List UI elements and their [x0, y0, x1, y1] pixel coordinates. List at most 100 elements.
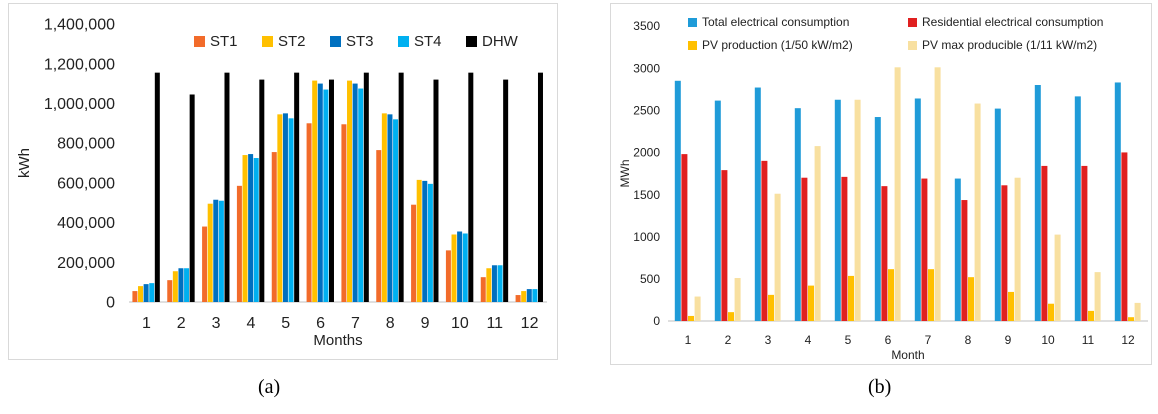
chart-b-bar-total-electrical-consumption: [794, 108, 801, 321]
chart-b-y-tick-label: 2500: [633, 103, 660, 117]
chart-b-bar-pv-max-producible-1-11-kw-m2: [1094, 272, 1101, 321]
chart-a-legend-item: DHW: [466, 33, 519, 50]
chart-a-x-tick-label: 2: [177, 315, 186, 332]
chart-a-x-tick-label: 11: [486, 315, 503, 332]
chart-b-x-tick-label: 7: [925, 333, 932, 347]
chart-b-x-tick-label: 6: [885, 333, 892, 347]
chart-b-bar-total-electrical-consumption: [1034, 85, 1041, 321]
chart-b-legend-swatch: [908, 18, 917, 27]
chart-b-bar-pv-production-1-50-kw-m2: [768, 294, 774, 321]
chart-b-y-tick-label: 2000: [633, 146, 660, 160]
chart-a-y-tick-label: 0: [106, 295, 115, 312]
chart-b-legend-item: Total electrical consumption: [688, 15, 849, 29]
chart-a-y-axis-label: kWh: [16, 148, 33, 178]
chart-b-bar-pv-production-1-50-kw-m2: [928, 269, 934, 321]
chart-a-bar-st1: [306, 123, 312, 303]
chart-b-bar-residential-electrical-consumption: [761, 160, 768, 321]
chart-b-bar-total-electrical-consumption: [954, 178, 961, 321]
chart-b-bar-pv-production-1-50-kw-m2: [888, 269, 894, 321]
chart-a-bar-st1: [445, 250, 451, 302]
chart-b-y-tick-label: 3000: [633, 61, 660, 75]
chart-b-legend-swatch: [908, 41, 917, 50]
chart-a-bar-st1: [271, 152, 277, 302]
chart-a-legend-swatch: [398, 36, 409, 47]
chart-a-legend-swatch: [466, 36, 477, 47]
chart-a-y-tick-label: 1,000,000: [44, 96, 115, 113]
chart-b-bar-pv-max-producible-1-11-kw-m2: [1134, 302, 1141, 321]
chart-a-bar-st4: [358, 88, 364, 303]
chart-a-legend-item: ST3: [330, 33, 374, 50]
chart-b-bar-pv-max-producible-1-11-kw-m2: [694, 296, 701, 321]
chart-b-x-tick-label: 4: [805, 333, 812, 347]
chart-b-bar-residential-electrical-consumption: [1041, 165, 1048, 321]
chart-b-bar-pv-production-1-50-kw-m2: [1088, 310, 1094, 321]
chart-b-bar-pv-max-producible-1-11-kw-m2: [1054, 234, 1061, 321]
chart-a-bar-st2: [486, 268, 492, 302]
chart-a-bar-st4: [323, 89, 329, 303]
chart-a-bar-st3: [317, 83, 323, 302]
chart-a-y-tick-label: 800,000: [57, 136, 115, 153]
chart-a-bar-st4: [532, 289, 538, 302]
chart-a-bar-st1: [376, 150, 382, 302]
chart-b-bar-pv-max-producible-1-11-kw-m2: [974, 103, 981, 322]
chart-b-legend-label: PV production (1/50 kW/m2): [702, 38, 853, 52]
chart-a-bar-st1: [202, 226, 208, 302]
chart-b-bar-pv-production-1-50-kw-m2: [968, 277, 974, 321]
chart-a-bar-dhw: [468, 72, 474, 303]
chart-a-legend-label: ST3: [346, 33, 374, 50]
chart-b-x-tick-label: 11: [1082, 333, 1095, 347]
chart-b-bar-total-electrical-consumption: [1074, 96, 1081, 321]
chart-b-bar-pv-max-producible-1-11-kw-m2: [894, 67, 901, 321]
chart-a-y-tick-label: 600,000: [57, 175, 115, 192]
chart-a-bar-dhw: [154, 72, 160, 303]
chart-a-bar-st3: [178, 268, 184, 302]
chart-b-x-tick-label: 10: [1041, 333, 1055, 347]
chart-a-bar-st1: [132, 291, 138, 302]
chart-a-bar-dhw: [294, 72, 300, 303]
chart-b-y-tick-label: 0: [653, 314, 660, 328]
chart-b-x-axis-label: Month: [891, 348, 924, 362]
chart-a-bar-st2: [347, 80, 353, 302]
chart-b-legend-item: PV production (1/50 kW/m2): [688, 38, 853, 52]
chart-a-bar-st3: [352, 83, 358, 302]
chart-a-legend-label: DHW: [482, 33, 519, 50]
chart-a-x-tick-label: 5: [281, 315, 290, 332]
chart-a-bar-st3: [387, 114, 393, 302]
chart-a-x-tick-label: 9: [421, 315, 430, 332]
chart-b-bar-pv-max-producible-1-11-kw-m2: [854, 99, 861, 321]
chart-b-bar-total-electrical-consumption: [1114, 82, 1121, 321]
chart-a-legend-item: ST1: [194, 33, 238, 50]
chart-b-x-tick-label: 8: [965, 333, 972, 347]
chart-a-bar-dhw: [224, 72, 230, 303]
chart-b-bar-total-electrical-consumption: [914, 98, 921, 321]
chart-a-x-tick-label: 6: [316, 315, 325, 332]
chart-b-bar-residential-electrical-consumption: [881, 186, 888, 321]
chart-a-bar-st4: [462, 233, 468, 302]
chart-a-x-tick-label: 4: [246, 315, 255, 332]
chart-a-bar-st3: [248, 154, 254, 302]
chart-b-panel: 0 500 1000 1500 2000 2500 3000 3500 1 2 3 4 5 6 7 8 9 10 1…: [610, 3, 1152, 365]
chart-a-bar-dhw: [433, 79, 439, 302]
chart-a-x-tick-label: 8: [386, 315, 395, 332]
chart-b-y-axis-label: MWh: [618, 160, 632, 188]
chart-a-bar-st3: [491, 265, 497, 302]
chart-a-bar-dhw: [363, 72, 369, 303]
chart-b-bar-residential-electrical-consumption: [841, 176, 848, 321]
chart-a-bar-st4: [427, 183, 433, 302]
chart-a-bar-st1: [411, 204, 417, 302]
chart-a-legend-label: ST1: [210, 33, 238, 50]
chart-a-bar-st3: [422, 180, 428, 302]
chart-b-bar-total-electrical-consumption: [674, 80, 681, 322]
chart-a-legend-label: ST4: [414, 33, 442, 50]
chart-a-bar-dhw: [537, 72, 543, 303]
chart-b-y-tick-label: 1000: [633, 230, 660, 244]
chart-b-x-tick-label: 2: [725, 333, 732, 347]
chart-a-bar-st1: [515, 295, 521, 302]
chart-b-bar-pv-production-1-50-kw-m2: [728, 312, 734, 321]
chart-b-bar-residential-electrical-consumption: [961, 200, 968, 321]
chart-a-x-tick-label: 7: [351, 315, 360, 332]
chart-a-bar-st2: [172, 271, 178, 302]
chart-a-bar-st1: [480, 277, 486, 302]
chart-b-bar-pv-production-1-50-kw-m2: [808, 285, 814, 321]
chart-b-bar-total-electrical-consumption: [714, 100, 721, 321]
